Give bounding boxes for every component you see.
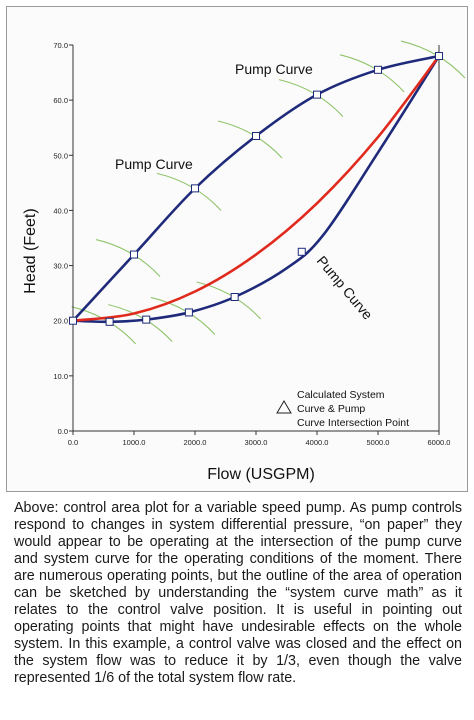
intersection-markers — [69, 52, 443, 326]
pump-speed-arc — [156, 172, 222, 211]
y-tick-label: 60.0 — [53, 96, 68, 105]
intersection-point-marker — [191, 184, 199, 193]
legend-line-2: Curve & Pump — [297, 403, 365, 415]
intersection-point-marker — [105, 317, 114, 326]
pump-speed-arc — [339, 54, 405, 93]
y-tick-label: 10.0 — [53, 372, 68, 381]
pump-speed-arc — [108, 304, 173, 342]
intersection-point-marker — [230, 293, 239, 302]
pump-control-area-chart: 0.0 1000.0 2000.0 3000.0 4000.0 5000.0 6000.0 0… — [22, 40, 466, 483]
x-tick-label: 4000.0 — [306, 438, 329, 447]
x-tick-label: 3000.0 — [245, 438, 268, 447]
intersection-point-marker — [297, 247, 306, 256]
intersection-point-marker — [69, 316, 77, 325]
x-axis-title: Flow (USGPM) — [207, 466, 315, 483]
legend-line-3: Curve Intersection Point — [297, 417, 409, 429]
pump-speed-arc — [95, 239, 161, 277]
y-tick-label: 20.0 — [53, 317, 68, 326]
y-tick-label: 0.0 — [58, 427, 68, 436]
x-tick-label: 1000.0 — [123, 438, 146, 447]
pump-curve-label-top: Pump Curve — [235, 61, 313, 77]
y-tick-label: 70.0 — [53, 41, 68, 50]
y-tick-label: 30.0 — [53, 262, 68, 271]
figure-caption: Above: control area plot for a variable … — [14, 500, 462, 686]
pump-speed-arc — [150, 296, 216, 335]
pump-speed-arcs — [71, 40, 466, 345]
x-tick-label: 6000.0 — [428, 438, 451, 447]
x-tick-label: 0.0 — [68, 438, 78, 447]
x-tick-label: 2000.0 — [184, 438, 207, 447]
y-axis-title: Head (Feet) — [22, 208, 39, 293]
intersection-point-marker — [313, 90, 321, 99]
system-curve-line — [71, 54, 441, 323]
pump-curve-lower-line — [71, 54, 441, 324]
intersection-point-marker — [142, 315, 151, 324]
intersection-point-marker — [435, 52, 443, 61]
pump-curve-upper-line — [71, 54, 441, 323]
intersection-point-marker — [252, 131, 260, 140]
pump-speed-arc — [400, 40, 466, 79]
intersection-point-marker — [184, 308, 193, 317]
x-tick-label: 5000.0 — [367, 438, 390, 447]
intersection-point-marker — [374, 65, 382, 74]
legend: Calculated System Curve & Pump Curve Int… — [276, 389, 409, 429]
chart-axes: 0.0 1000.0 2000.0 3000.0 4000.0 5000.0 6000.0 0… — [53, 41, 450, 447]
intersection-point-marker — [130, 250, 138, 259]
chart-figure: 0.0 1000.0 2000.0 3000.0 4000.0 5000.0 6000.0 0… — [6, 6, 468, 492]
y-tick-label: 40.0 — [53, 206, 68, 215]
y-tick-label: 50.0 — [53, 151, 68, 160]
pump-curve-label-lower: Pump Curve — [314, 253, 376, 323]
legend-triangle-icon — [276, 400, 292, 414]
pump-curve-label-middle: Pump Curve — [115, 156, 193, 172]
chart-series — [71, 54, 441, 324]
legend-line-1: Calculated System — [297, 389, 385, 401]
